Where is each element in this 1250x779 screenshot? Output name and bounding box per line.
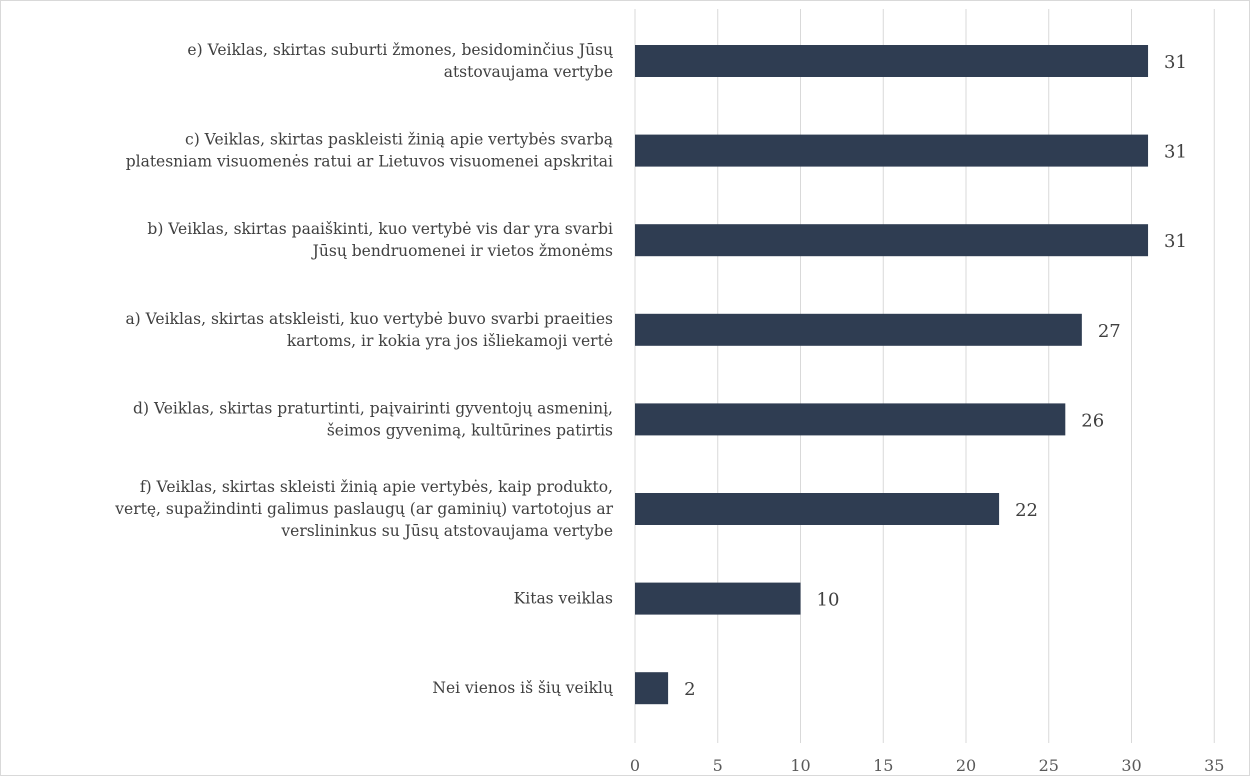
bar — [635, 224, 1149, 257]
bar — [635, 493, 1000, 525]
category-label: e) Veiklas, skirtas suburti žmones, besi… — [187, 41, 613, 81]
x-axis-tick-labels: 0 5 10 15 20 25 30 35 — [630, 756, 1225, 775]
category-label-line: Kitas veiklas — [514, 590, 613, 608]
category-label-line: atstovaujama vertybe — [444, 63, 613, 81]
gridlines — [634, 9, 1215, 743]
x-tick-label: 35 — [1204, 756, 1224, 775]
category-label-line: c) Veiklas, skirtas paskleisti žinią api… — [185, 131, 613, 149]
bar-value-label: 26 — [1081, 410, 1104, 431]
category-label-line: vertę, supažindinti galimus paslaugų (ar… — [114, 500, 613, 518]
bar-value-label: 31 — [1164, 231, 1187, 252]
category-label-line: šeimos gyvenimą, kultūrines patirtis — [327, 421, 613, 439]
bar-value-label: 31 — [1164, 52, 1187, 73]
category-labels: e) Veiklas, skirtas suburti žmones, besi… — [114, 41, 613, 697]
bar-value-label: 27 — [1098, 321, 1121, 342]
x-tick-label: 25 — [1039, 756, 1059, 775]
data-labels: 31 31 31 27 26 22 10 2 — [684, 52, 1187, 700]
bar — [635, 45, 1149, 77]
bar — [635, 672, 669, 705]
category-label-line: Jūsų bendruomenei ir vietos žmonėms — [311, 242, 613, 260]
category-label: c) Veiklas, skirtas paskleisti žinią api… — [126, 131, 613, 171]
bar-value-label: 10 — [817, 590, 840, 611]
bar-value-label: 2 — [684, 679, 695, 700]
bar-value-label: 31 — [1164, 142, 1187, 163]
category-label-line: a) Veiklas, skirtas atskleisti, kuo vert… — [125, 310, 613, 328]
bar-value-label: 22 — [1015, 500, 1038, 521]
x-tick-label: 0 — [630, 756, 640, 775]
category-label: f) Veiklas, skirtas skleisti žinią apie … — [114, 478, 613, 540]
x-tick-label: 15 — [873, 756, 893, 775]
x-tick-label: 10 — [790, 756, 810, 775]
bar — [635, 134, 1149, 167]
x-tick-label: 20 — [956, 756, 976, 775]
category-label-line: b) Veiklas, skirtas paaiškinti, kuo vert… — [147, 220, 613, 238]
x-tick-label: 30 — [1121, 756, 1141, 775]
category-label: d) Veiklas, skirtas praturtinti, paįvair… — [133, 399, 613, 439]
category-label-line: verslininkus su Jūsų atstovaujama vertyb… — [280, 522, 613, 540]
category-label: Nei vienos iš šių veiklų — [432, 679, 613, 697]
bar — [635, 403, 1066, 436]
category-label-line: d) Veiklas, skirtas praturtinti, paįvair… — [133, 399, 613, 417]
bar — [635, 582, 801, 615]
bar — [635, 313, 1082, 346]
category-label: Kitas veiklas — [514, 590, 613, 608]
x-tick-label: 5 — [713, 756, 723, 775]
category-label-line: e) Veiklas, skirtas suburti žmones, besi… — [187, 41, 613, 59]
category-label-line: kartoms, ir kokia yra jos išliekamoji ve… — [287, 332, 613, 350]
bars — [635, 45, 1149, 705]
category-label-line: platesniam visuomenės ratui ar Lietuvos … — [126, 153, 613, 171]
category-label: a) Veiklas, skirtas atskleisti, kuo vert… — [125, 310, 613, 350]
category-label: b) Veiklas, skirtas paaiškinti, kuo vert… — [147, 220, 613, 260]
category-label-line: f) Veiklas, skirtas skleisti žinią apie … — [140, 478, 613, 496]
category-label-line: Nei vienos iš šių veiklų — [432, 679, 613, 697]
